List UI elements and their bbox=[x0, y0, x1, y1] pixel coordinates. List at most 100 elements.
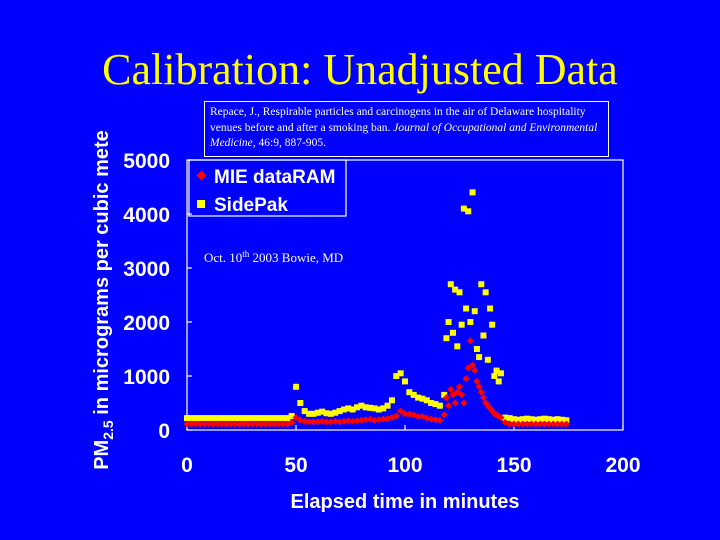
dataram-point bbox=[462, 375, 470, 383]
dataram-point bbox=[344, 417, 352, 425]
dataram-point bbox=[187, 420, 195, 428]
dataram-point bbox=[497, 414, 505, 422]
dataram-point bbox=[405, 410, 413, 418]
sidepak-point bbox=[554, 416, 561, 423]
dataram-point bbox=[279, 420, 287, 428]
dataram-point bbox=[466, 337, 474, 345]
sidepak-point bbox=[210, 415, 217, 422]
sidepak-point bbox=[449, 329, 456, 336]
sidepak-point bbox=[354, 404, 361, 411]
dataram-point bbox=[301, 417, 309, 425]
sidepak-point bbox=[482, 289, 489, 296]
sidepak-point bbox=[484, 356, 491, 363]
sidepak-point bbox=[345, 405, 352, 412]
dataram-point bbox=[227, 420, 235, 428]
x-tick-label: 150 bbox=[496, 454, 531, 477]
sidepak-point bbox=[284, 415, 291, 422]
y-axis-title-rest: in micrograms per cubic mete bbox=[91, 130, 113, 420]
dataram-point bbox=[213, 420, 222, 428]
dataram-point bbox=[327, 418, 335, 426]
legend: MIE dataRAM SidePak bbox=[188, 159, 347, 217]
sidepak-point bbox=[436, 402, 443, 409]
y-axis-title-main: PM bbox=[91, 440, 113, 470]
dataram-point bbox=[375, 416, 383, 424]
sidepak-point bbox=[388, 397, 395, 404]
dataram-point bbox=[240, 420, 248, 428]
x-tick-label: 0 bbox=[181, 454, 193, 477]
sidepak-point bbox=[447, 281, 454, 288]
sidepak-point bbox=[384, 402, 391, 409]
y-tick-label: 1000 bbox=[123, 366, 170, 389]
dataram-point bbox=[545, 420, 553, 428]
legend-marker-sidepak bbox=[197, 200, 205, 208]
y-tick-label: 0 bbox=[158, 420, 170, 443]
sidepak-point bbox=[227, 415, 234, 422]
sidepak-point bbox=[205, 415, 212, 422]
dataram-point bbox=[370, 416, 379, 424]
sidepak-point bbox=[469, 189, 476, 196]
sidepak-point bbox=[452, 286, 459, 293]
citation-authors: Repace, J., Respirable particles and car… bbox=[210, 106, 586, 134]
dataram-point bbox=[436, 416, 444, 424]
dataram-point bbox=[270, 420, 278, 428]
sidepak-point bbox=[301, 408, 308, 415]
dataram-point bbox=[473, 377, 481, 385]
slide-title: Calibration: Unadjusted Data bbox=[102, 45, 618, 94]
sidepak-point bbox=[419, 395, 426, 402]
dataram-point bbox=[331, 417, 339, 425]
dataram-point bbox=[440, 411, 448, 419]
dataram-point bbox=[427, 415, 435, 423]
dataram-point bbox=[222, 420, 230, 428]
dataram-point bbox=[392, 412, 400, 420]
legend-label-dataram: MIE dataRAM bbox=[214, 167, 335, 188]
sidepak-point bbox=[428, 400, 435, 406]
series-sidepak bbox=[184, 189, 570, 424]
dataram-point bbox=[527, 420, 535, 428]
legend-label-sidepak: SidePak bbox=[214, 195, 288, 216]
sidepak-point bbox=[240, 415, 247, 422]
sidepak-point bbox=[249, 415, 256, 422]
sidepak-point bbox=[319, 408, 326, 415]
sidepak-point bbox=[519, 416, 526, 423]
sidepak-point bbox=[441, 391, 448, 398]
y-tick-label: 5000 bbox=[123, 150, 170, 173]
sidepak-point bbox=[545, 416, 552, 423]
legend-marker-dataram bbox=[196, 170, 207, 181]
sidepak-point bbox=[188, 415, 195, 422]
y-axis-title: PM2.5 in micrograms per cubic mete bbox=[91, 130, 116, 470]
annotation-location: 2003 Bowie, MD bbox=[249, 250, 343, 265]
citation-details: , 46:9, 887-905. bbox=[252, 137, 326, 149]
dataram-point bbox=[431, 416, 440, 424]
sidepak-point bbox=[362, 404, 369, 411]
dataram-point bbox=[519, 420, 527, 428]
x-tick-label: 100 bbox=[387, 454, 422, 477]
dataram-point bbox=[455, 383, 464, 391]
sidepak-point bbox=[495, 378, 502, 385]
dataram-point bbox=[261, 420, 270, 428]
dataram-point bbox=[460, 399, 468, 407]
dataram-point bbox=[205, 420, 213, 428]
sidepak-point bbox=[478, 281, 485, 288]
sidepak-point bbox=[336, 408, 343, 415]
annotation-date-suffix: th bbox=[242, 249, 250, 259]
sidepak-point bbox=[340, 406, 347, 413]
sidepak-point bbox=[432, 401, 439, 408]
dataram-point bbox=[414, 412, 422, 421]
citation-box: Repace, J., Respirable particles and car… bbox=[204, 101, 609, 157]
dataram-point bbox=[183, 420, 191, 428]
dataram-point bbox=[235, 420, 243, 428]
dataram-point bbox=[549, 420, 557, 428]
sidepak-point bbox=[380, 405, 387, 412]
dataram-point bbox=[257, 420, 265, 428]
sidepak-point bbox=[375, 406, 382, 413]
dataram-point bbox=[558, 420, 566, 428]
dataram-point bbox=[445, 402, 453, 410]
sidepak-point bbox=[506, 415, 513, 422]
sidepak-point bbox=[550, 416, 557, 423]
sidepak-point bbox=[497, 370, 504, 377]
sidepak-point bbox=[393, 373, 400, 379]
dataram-point bbox=[231, 420, 239, 428]
dataram-point bbox=[471, 367, 479, 375]
y-tick-label: 2000 bbox=[123, 312, 170, 335]
sidepak-point bbox=[297, 400, 304, 406]
